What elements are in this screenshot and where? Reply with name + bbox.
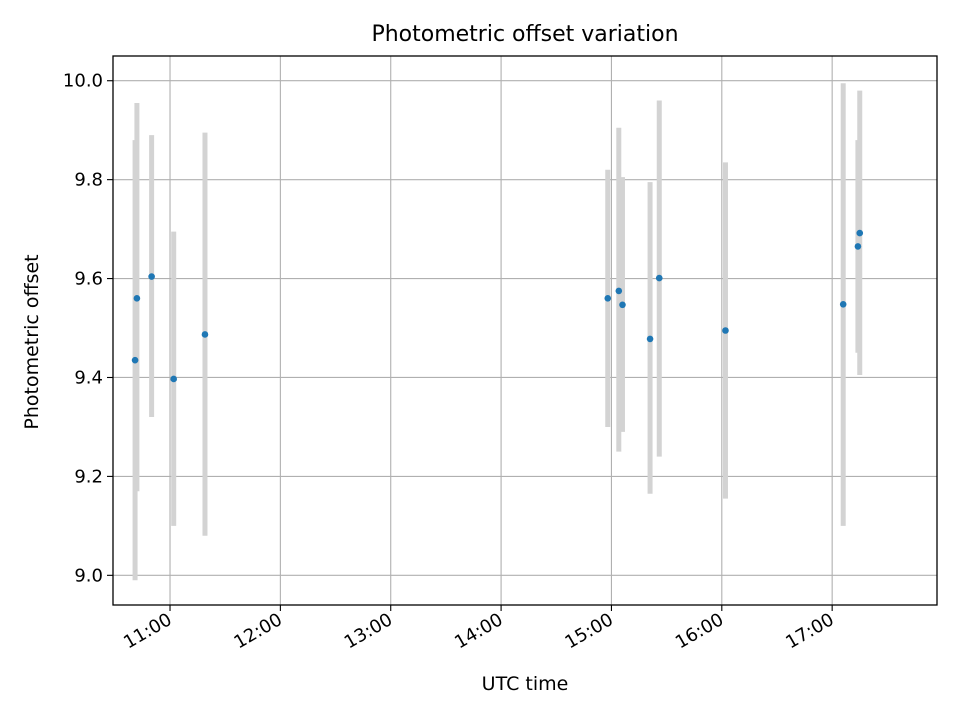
y-tick-label: 9.0 (74, 565, 103, 586)
data-point (646, 335, 654, 343)
chart-title: Photometric offset variation (371, 22, 679, 47)
x-tick-label: 11:00 (120, 609, 175, 653)
x-tick-label: 12:00 (230, 609, 285, 653)
x-tick-label: 13:00 (341, 609, 396, 653)
data-point (722, 327, 729, 334)
data-point (604, 295, 612, 302)
x-tick-label: 17:00 (782, 609, 837, 653)
y-axis-ticks: 9.0 9.2 9.4 9.6 9.8 10.0 (63, 71, 113, 586)
x-tick-label: 15:00 (562, 609, 617, 653)
plot-frame (112, 55, 938, 606)
data-point (170, 375, 177, 383)
data-point (839, 300, 847, 308)
error-bars (132, 83, 863, 581)
data-point (131, 356, 139, 364)
grid-lines (113, 56, 937, 605)
y-tick-label: 10.0 (63, 71, 103, 92)
data-point (854, 243, 862, 250)
y-tick-label: 9.4 (74, 367, 103, 388)
data-point (133, 295, 141, 302)
data-point (615, 287, 623, 295)
x-axis-label: UTC time (481, 673, 569, 695)
y-tick-label: 9.8 (74, 170, 103, 191)
x-tick-label: 16:00 (672, 609, 727, 653)
data-point (619, 301, 626, 309)
x-tick-label: 14:00 (451, 609, 506, 653)
data-point (148, 273, 155, 280)
y-tick-label: 9.6 (74, 269, 103, 290)
y-tick-label: 9.2 (74, 466, 103, 487)
data-point (856, 229, 864, 237)
data-point (201, 331, 209, 338)
data-point (655, 274, 663, 282)
y-axis-label: Photometric offset (21, 254, 43, 430)
data-points (131, 229, 864, 383)
x-axis-ticks: 11:00 12:00 13:00 14:00 15:00 16:00 17:00 (120, 605, 838, 653)
